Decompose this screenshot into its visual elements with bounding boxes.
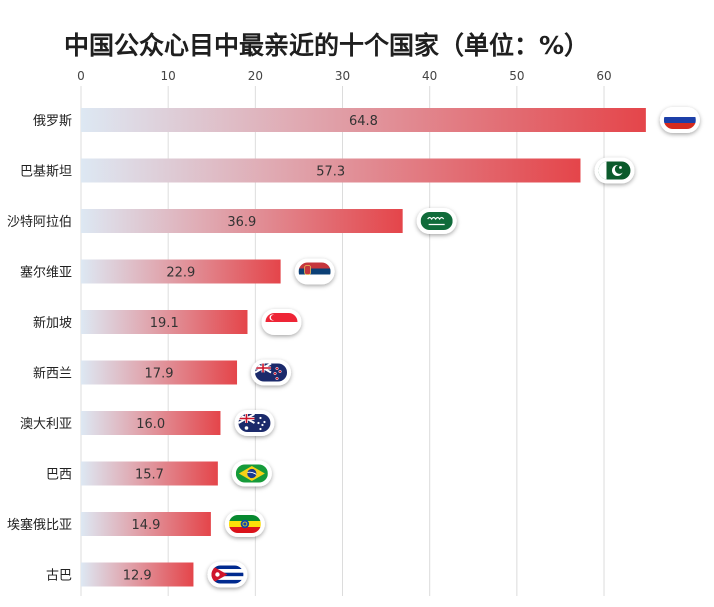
- x-tick-label: 30: [335, 69, 350, 83]
- bar: [81, 411, 221, 435]
- x-tick-label: 50: [509, 69, 524, 83]
- saudi-arabia-flag-icon: [416, 208, 457, 234]
- value-label: 17.9: [145, 367, 174, 382]
- x-axis-ticks: 0 10 20 30 40 50 60: [77, 69, 611, 83]
- x-tick-label: 0: [77, 69, 85, 83]
- category-label: 巴基斯坦: [20, 165, 72, 180]
- bar: [81, 512, 211, 536]
- pakistan-flag-icon: [594, 157, 635, 184]
- bar: [81, 259, 281, 284]
- bar: [81, 461, 218, 486]
- category-label: 新加坡: [33, 315, 72, 331]
- category-label: 塞尔维亚: [20, 265, 72, 281]
- category-label: 巴西: [46, 468, 72, 483]
- x-tick-label: 20: [248, 69, 263, 83]
- brazil-flag-icon: [231, 460, 272, 487]
- value-label: 57.3: [316, 165, 345, 180]
- value-label: 19.1: [150, 316, 179, 331]
- serbia-flag-icon: [294, 258, 335, 285]
- bar: [81, 310, 248, 334]
- ethiopia-flag-icon: [224, 511, 265, 537]
- bar: [81, 360, 238, 385]
- category-label: 俄罗斯: [33, 114, 72, 129]
- x-tick-label: 40: [422, 69, 437, 83]
- category-label: 澳大利亚: [20, 416, 72, 432]
- value-label: 64.8: [349, 114, 378, 129]
- russia-flag-icon: [659, 107, 700, 133]
- x-tick-label: 60: [596, 69, 611, 83]
- bar: [81, 562, 194, 587]
- category-label: 古巴: [46, 569, 72, 584]
- new-zealand-flag-icon: [251, 359, 292, 386]
- value-label: 16.0: [136, 417, 165, 432]
- chart-title: 中国公众心目中最亲近的十个国家（单位：%）: [64, 31, 589, 60]
- value-label: 22.9: [166, 266, 195, 281]
- australia-flag-icon: [234, 410, 275, 436]
- bar: [81, 108, 646, 132]
- cuba-flag-icon: [207, 561, 248, 588]
- value-label: 12.9: [123, 569, 152, 584]
- value-label: 36.9: [227, 215, 256, 230]
- category-label: 埃塞俄比亚: [7, 517, 72, 533]
- x-tick-label: 10: [161, 69, 176, 83]
- value-label: 15.7: [135, 468, 164, 483]
- value-labels: 64.8 57.3 36.9 22.9 19.1 17.9 16.0 15.7 14.9 12.9: [123, 114, 378, 584]
- flags: [207, 107, 700, 588]
- singapore-flag-icon: [261, 309, 302, 335]
- value-label: 14.9: [131, 518, 160, 533]
- bar: [81, 158, 581, 183]
- category-label: 沙特阿拉伯: [7, 215, 72, 230]
- bars: [81, 108, 646, 587]
- bar: [81, 209, 403, 233]
- category-label: 新西兰: [33, 366, 72, 382]
